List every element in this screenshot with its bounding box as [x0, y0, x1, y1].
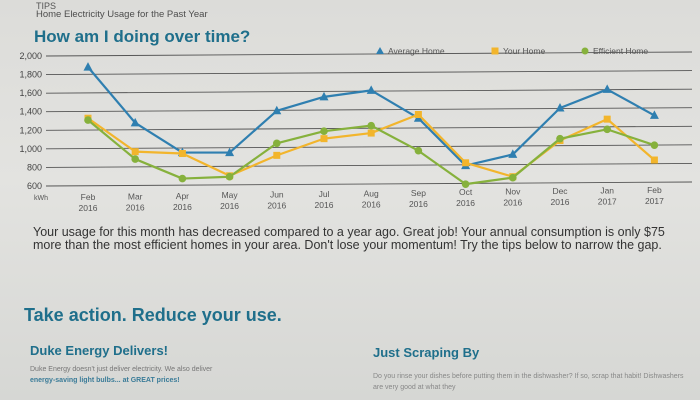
your-home-legend-label: Your Home	[503, 46, 545, 56]
efficient-home-point	[178, 174, 187, 183]
scraping-heading: Just Scraping By	[373, 345, 480, 360]
x-tick-label: Dec 2016	[551, 186, 570, 207]
efficient-home-point	[650, 141, 659, 149]
efficient-home-legend-label: Efficient Home	[593, 46, 648, 56]
x-tick-label: May 2016	[220, 190, 239, 211]
efficient-home-point	[461, 180, 470, 188]
efficient-home-point	[509, 173, 517, 182]
duke-delivers-text-plain: Duke Energy doesn't just deliver electri…	[30, 366, 213, 373]
your-home-point	[414, 111, 422, 118]
average-home-point	[649, 110, 659, 119]
chart-subtitle: Home Electricity Usage for the Past Year	[36, 9, 208, 20]
your-home-point	[320, 135, 328, 143]
y-tick-label: 1,400	[19, 107, 42, 117]
efficient-home-point	[84, 116, 92, 124]
x-tick-label: Nov 2016	[503, 187, 522, 208]
y-tick-label: 1,200	[19, 125, 42, 135]
average-home-point	[319, 91, 329, 101]
average-home-legend-marker	[376, 47, 384, 54]
duke-delivers-text-bold: energy-saving light bulbs... at GREAT pr…	[30, 377, 180, 384]
x-tick-label: Jun 2016	[267, 190, 286, 211]
average-home-point	[366, 85, 376, 94]
average-home-point	[83, 62, 93, 71]
y-tick-label: 800	[27, 162, 42, 172]
usage-chart: 600 800 1,000 1,200 1,400 1,600 1,800 2,000 kWh F…	[19, 46, 693, 213]
your-home-point	[273, 151, 281, 159]
your-home-point	[367, 129, 375, 137]
efficient-home-legend-marker	[581, 47, 589, 55]
your-home-point	[650, 156, 658, 164]
y-tick-label: 1,800	[19, 70, 42, 80]
average-home-point	[272, 105, 282, 115]
efficient-home-point	[414, 146, 423, 155]
duke-delivers-heading: Duke Energy Delivers!	[30, 343, 169, 358]
average-home-legend-label: Average Home	[388, 46, 445, 56]
efficient-home-point	[273, 139, 281, 148]
top-caption: TIPS	[36, 1, 57, 11]
gridline	[45, 162, 693, 168]
efficient-home-point	[603, 125, 611, 134]
efficient-home-point	[556, 134, 564, 143]
your-home-legend-marker	[491, 47, 499, 55]
your-home-point	[462, 159, 470, 167]
your-home-point	[131, 148, 139, 156]
average-home-point	[225, 147, 235, 157]
gridline	[45, 107, 693, 113]
average-home-line	[87, 66, 655, 167]
average-home-point	[508, 149, 518, 158]
x-tick-label: Feb 2017	[645, 185, 664, 206]
average-home-point	[130, 117, 140, 127]
y-unit-label: kWh	[34, 195, 48, 202]
efficient-home-point	[320, 127, 328, 136]
average-home-point	[555, 103, 565, 112]
x-tick-label: Sep 2016	[409, 188, 428, 209]
average-home-point	[602, 84, 612, 93]
x-tick-label: Mar 2016	[126, 191, 145, 212]
summary-paragraph: Your usage for this month has decreased …	[33, 225, 665, 252]
gridline	[45, 144, 693, 150]
y-tick-label: 1,000	[19, 144, 42, 154]
gridline	[45, 181, 693, 187]
efficient-home-point	[131, 155, 139, 163]
y-tick-label: 1,600	[19, 88, 42, 98]
chart-title: How am I doing over time?	[34, 27, 251, 46]
scraping-text: Do you rinse your dishes before putting …	[373, 373, 684, 391]
y-tick-label: 600	[27, 181, 42, 191]
y-tick-label: 2,000	[19, 51, 42, 61]
x-tick-label: Jul 2016	[315, 189, 334, 210]
x-tick-label: Apr 2016	[173, 191, 192, 212]
x-tick-label: Jan 2017	[598, 185, 617, 206]
x-tick-label: Aug 2016	[362, 188, 381, 209]
your-home-point	[603, 115, 611, 123]
action-heading: Take action. Reduce your use.	[24, 305, 282, 325]
efficient-home-point	[367, 121, 376, 130]
your-home-point	[178, 150, 186, 157]
efficient-home-point	[225, 172, 234, 181]
gridline	[45, 70, 693, 76]
x-tick-label: Oct 2016	[456, 187, 475, 208]
x-tick-label: Feb 2016	[79, 192, 98, 213]
duke-delivers-text: Duke Energy doesn't just deliver electri…	[30, 364, 330, 386]
